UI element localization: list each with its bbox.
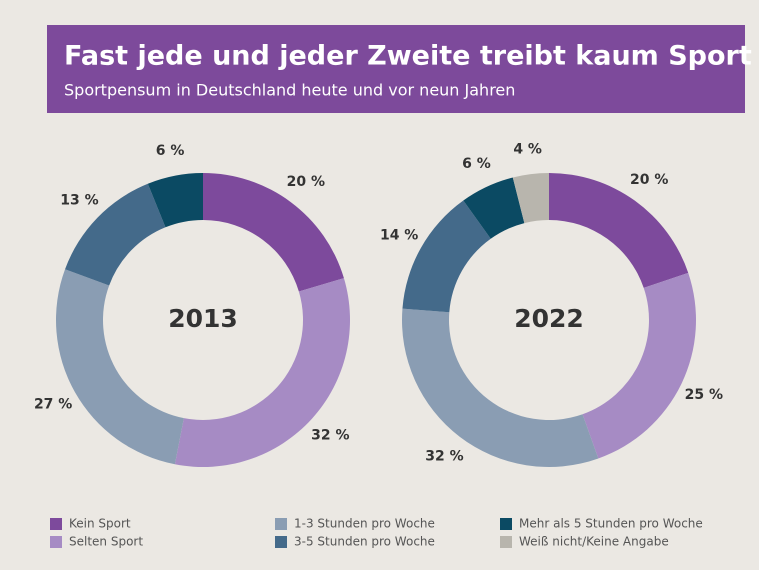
legend-swatch (500, 536, 512, 548)
legend-swatch (500, 518, 512, 530)
donut-segment (147, 173, 203, 228)
donut-center-label: 2013 (168, 304, 238, 333)
legend-swatch (275, 536, 287, 548)
value-label: 6 % (462, 156, 491, 172)
legend-swatch (275, 518, 287, 530)
legend-label: 3-5 Stunden pro Woche (294, 535, 435, 549)
donut-segment (512, 173, 549, 224)
value-label: 27 % (34, 396, 72, 412)
value-label: 14 % (380, 228, 418, 244)
value-label: 20 % (630, 172, 668, 188)
value-label: 13 % (60, 192, 98, 208)
title: Fast jede und jeder Zweite treibt kaum S… (64, 41, 752, 72)
donut-segment (549, 173, 689, 288)
donut-segment (65, 183, 166, 286)
subtitle: Sportpensum in Deutschland heute und vor… (64, 81, 515, 100)
legend-label: 1-3 Stunden pro Woche (294, 517, 435, 531)
donut-segment (203, 173, 344, 292)
donut-segment (174, 278, 350, 467)
donut-center-label: 2022 (514, 304, 584, 333)
legend-label: Kein Sport (69, 517, 131, 531)
value-label: 32 % (425, 449, 463, 465)
legend-label: Weiß nicht/Keine Angabe (519, 535, 669, 549)
value-label: 20 % (287, 174, 325, 190)
value-label: 32 % (311, 428, 349, 444)
legend-swatch (50, 536, 62, 548)
donut-segment (55, 269, 184, 465)
donut-segment (463, 177, 525, 239)
legend-label: Selten Sport (69, 535, 143, 549)
value-label: 4 % (513, 141, 542, 157)
value-label: 25 % (685, 387, 723, 403)
donut-segment (402, 200, 491, 313)
header-bar (47, 25, 745, 113)
legend-label: Mehr als 5 Stunden pro Woche (519, 517, 703, 531)
donut-segment (401, 308, 599, 467)
legend-swatch (50, 518, 62, 530)
value-label: 6 % (156, 143, 185, 159)
donut-segment (582, 272, 696, 459)
